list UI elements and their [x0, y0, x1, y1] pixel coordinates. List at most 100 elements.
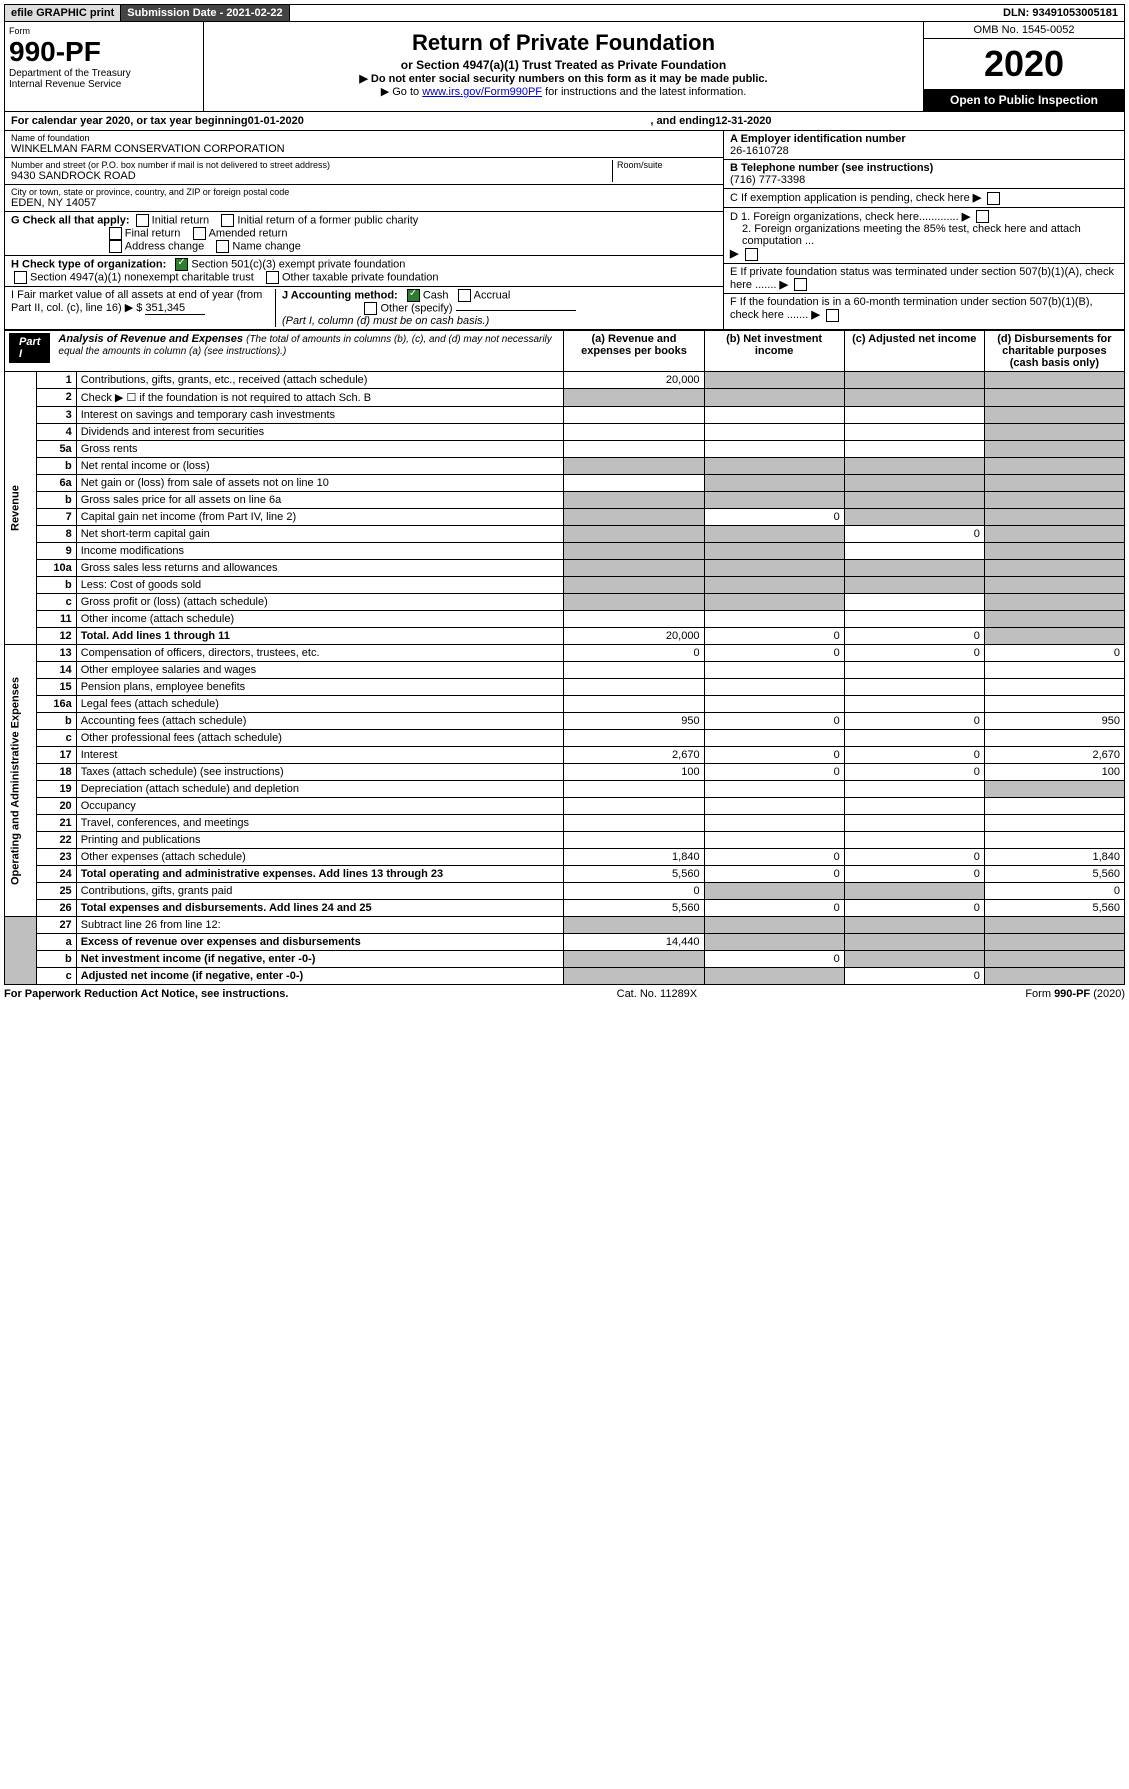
table-row: 6aNet gain or (loss) from sale of assets… [5, 475, 1125, 492]
header-right: OMB No. 1545-0052 2020 Open to Public In… [923, 22, 1124, 111]
checkbox-e[interactable] [794, 278, 807, 291]
row-desc: Subtract line 26 from line 12: [76, 917, 564, 934]
value-cell: 950 [564, 713, 704, 730]
calyear-pre: For calendar year 2020, or tax year begi… [11, 115, 248, 127]
value-cell: 100 [564, 764, 704, 781]
value-cell [564, 543, 704, 560]
checkbox-other-tax[interactable] [266, 271, 279, 284]
value-cell [564, 560, 704, 577]
value-cell [564, 611, 704, 628]
row-number: 12 [36, 628, 76, 645]
checkbox-initial-former[interactable] [221, 214, 234, 227]
checkbox-d1[interactable] [976, 210, 989, 223]
value-cell: 0 [844, 866, 984, 883]
value-cell [704, 662, 844, 679]
checkbox-d2[interactable] [745, 248, 758, 261]
checkbox-501c3[interactable] [175, 258, 188, 271]
table-row: bLess: Cost of goods sold [5, 577, 1125, 594]
calyear-begin: 01-01-2020 [248, 115, 304, 127]
value-cell [844, 696, 984, 713]
row-desc: Excess of revenue over expenses and disb… [76, 934, 564, 951]
value-cell [704, 441, 844, 458]
table-row: Operating and Administrative Expenses13C… [5, 645, 1125, 662]
table-row: aExcess of revenue over expenses and dis… [5, 934, 1125, 951]
value-cell [984, 730, 1124, 747]
table-row: 21Travel, conferences, and meetings [5, 815, 1125, 832]
value-cell [704, 611, 844, 628]
value-cell: 5,560 [984, 900, 1124, 917]
row-desc: Taxes (attach schedule) (see instruction… [76, 764, 564, 781]
checkbox-amended[interactable] [193, 227, 206, 240]
value-cell [984, 917, 1124, 934]
row-desc: Total. Add lines 1 through 11 [76, 628, 564, 645]
table-row: 14Other employee salaries and wages [5, 662, 1125, 679]
value-cell [564, 441, 704, 458]
value-cell [704, 883, 844, 900]
value-cell: 14,440 [564, 934, 704, 951]
table-row: 26Total expenses and disbursements. Add … [5, 900, 1125, 917]
e-cell: E If private foundation status was termi… [724, 264, 1124, 295]
row-desc: Adjusted net income (if negative, enter … [76, 968, 564, 985]
top-bar: efile GRAPHIC print Submission Date - 20… [4, 4, 1125, 22]
row-number: 13 [36, 645, 76, 662]
table-row: 24Total operating and administrative exp… [5, 866, 1125, 883]
checkbox-cash[interactable] [407, 289, 420, 302]
table-row: 7Capital gain net income (from Part IV, … [5, 509, 1125, 526]
opt-cash: Cash [423, 289, 449, 301]
value-cell [984, 781, 1124, 798]
value-cell [564, 917, 704, 934]
row-number: a [36, 934, 76, 951]
value-cell [844, 679, 984, 696]
table-row: 9Income modifications [5, 543, 1125, 560]
value-cell: 0 [844, 968, 984, 985]
value-cell [704, 832, 844, 849]
checkbox-name-change[interactable] [216, 240, 229, 253]
irs-link[interactable]: www.irs.gov/Form990PF [422, 86, 542, 98]
checkbox-initial-return[interactable] [136, 214, 149, 227]
value-cell: 0 [704, 509, 844, 526]
checkbox-accrual[interactable] [458, 289, 471, 302]
value-cell [564, 968, 704, 985]
tax-year: 2020 [924, 39, 1124, 89]
value-cell [984, 475, 1124, 492]
table-row: 27Subtract line 26 from line 12: [5, 917, 1125, 934]
row-desc: Other employee salaries and wages [76, 662, 564, 679]
value-cell [704, 407, 844, 424]
value-cell [984, 526, 1124, 543]
row-desc: Accounting fees (attach schedule) [76, 713, 564, 730]
checkbox-f[interactable] [826, 309, 839, 322]
row-number: 7 [36, 509, 76, 526]
table-row: 10aGross sales less returns and allowanc… [5, 560, 1125, 577]
header-center: Return of Private Foundation or Section … [204, 22, 923, 111]
value-cell [564, 815, 704, 832]
g-label: G Check all that apply: [11, 214, 130, 226]
checkbox-other-method[interactable] [364, 302, 377, 315]
row-number: 26 [36, 900, 76, 917]
value-cell [984, 458, 1124, 475]
subtitle: or Section 4947(a)(1) Trust Treated as P… [210, 58, 917, 72]
table-row: cOther professional fees (attach schedul… [5, 730, 1125, 747]
checkbox-4947[interactable] [14, 271, 27, 284]
row-number: b [36, 458, 76, 475]
checkbox-final[interactable] [109, 227, 122, 240]
omb: OMB No. 1545-0052 [924, 22, 1124, 39]
phone-label: B Telephone number (see instructions) [730, 162, 933, 174]
checkbox-c[interactable] [987, 192, 1000, 205]
e-text: E If private foundation status was termi… [730, 266, 1114, 291]
value-cell [844, 917, 984, 934]
row-desc: Gross rents [76, 441, 564, 458]
open-public: Open to Public Inspection [924, 89, 1124, 111]
row-desc: Other income (attach schedule) [76, 611, 564, 628]
table-row: bNet investment income (if negative, ent… [5, 951, 1125, 968]
info-block: Name of foundation WINKELMAN FARM CONSER… [4, 131, 1125, 330]
value-cell [844, 951, 984, 968]
value-cell [984, 832, 1124, 849]
value-cell: 0 [704, 747, 844, 764]
checkbox-address-change[interactable] [109, 240, 122, 253]
j-note: (Part I, column (d) must be on cash basi… [282, 315, 489, 327]
addr-label: Number and street (or P.O. box number if… [11, 160, 612, 170]
street-address: 9430 SANDROCK ROAD [11, 170, 612, 182]
value-cell [984, 492, 1124, 509]
spacer [5, 917, 37, 985]
value-cell [984, 441, 1124, 458]
